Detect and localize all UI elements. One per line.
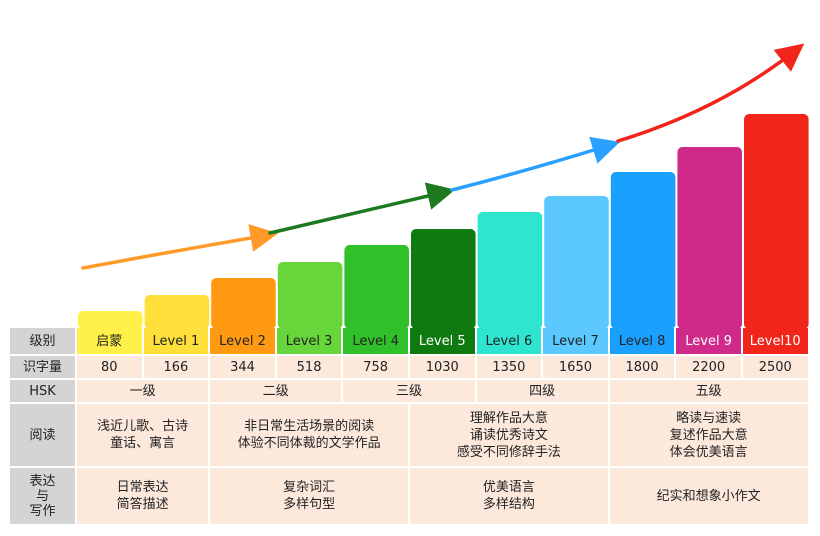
writing-row: 表达 与 写作 日常表达 简答描述 复杂词汇 多样句型 优美语言 多样结构 纪实和想象小作文: [10, 468, 810, 524]
hsk-cell: 四级: [476, 380, 610, 402]
bar-9: [677, 147, 742, 329]
row-label-level: 级别: [10, 328, 77, 354]
reading-cell-line: 体验不同体裁的文学作品: [237, 436, 381, 451]
bar-4: [344, 245, 409, 329]
value-label: 758: [343, 356, 410, 378]
hsk-cell-line: 一级: [129, 383, 156, 399]
category-label: Level 6: [476, 328, 544, 354]
growth-arrow-1: [268, 182, 456, 235]
value-label: 1030: [409, 356, 477, 378]
reading-cell: 浅近儿歌、古诗 童话、寓言: [77, 404, 211, 466]
row-label-chars: 识字量: [10, 356, 77, 378]
bar-7: [544, 196, 609, 329]
category-label: Level 5: [409, 328, 477, 354]
bar-6: [477, 212, 543, 329]
reading-row: 阅读 浅近儿歌、古诗 童话、寓言 非日常生活场景的阅读 体验不同体裁的文学作品 理解作品…: [10, 404, 810, 466]
writing-cell-line: 多样结构: [482, 497, 535, 512]
bar-5: [411, 229, 476, 329]
value-label: 80: [77, 356, 144, 378]
level-table: 级别 启蒙 Level 1 Level 2 Level 3 Level 4 Level 5…: [10, 328, 810, 524]
reading-cell: 略读与速读 复述作品大意 体会优美语言: [609, 404, 810, 466]
writing-cell: 日常表达 简答描述: [77, 468, 211, 524]
level-row: 级别 启蒙 Level 1 Level 2 Level 3 Level 4 Level 5…: [10, 328, 810, 354]
reading-cell: 非日常生活场景的阅读 体验不同体裁的文学作品: [210, 404, 410, 466]
writing-cell-line: 复杂词汇: [283, 480, 336, 495]
bar-8: [610, 172, 676, 329]
value-label: 2200: [676, 356, 743, 378]
value-label: 1650: [543, 356, 610, 378]
hsk-cell: 五级: [609, 380, 810, 402]
hsk-cell-line: 四级: [529, 383, 556, 399]
category-label: Level 7: [543, 328, 610, 354]
growth-arrow-3: [616, 43, 805, 143]
writing-cell-line: 日常表达: [116, 480, 169, 495]
hsk-cell-line: 五级: [695, 383, 722, 399]
bar-0: [78, 311, 143, 329]
reading-cell-line: 复述作品大意: [669, 427, 748, 443]
value-label: 344: [210, 356, 277, 378]
hsk-cell: 三级: [343, 380, 477, 402]
reading-cell-line: 体会优美语言: [669, 444, 748, 460]
reading-cell-line: 诵读优秀诗文: [469, 427, 548, 443]
category-label: Level 3: [276, 328, 344, 354]
chars-row: 识字量 80 166 344 518 758 1030 1350 1650 1800 2200 25…: [10, 356, 810, 378]
category-label: Level 1: [143, 328, 211, 354]
bar-1: [144, 295, 210, 329]
value-label: 1350: [476, 356, 544, 378]
category-label: Level 9: [676, 328, 743, 354]
writing-cell-line: 纪实和想象小作文: [656, 488, 761, 504]
writing-cell: 优美语言 多样结构: [409, 468, 610, 524]
category-label: Level 8: [609, 328, 677, 354]
row-label-writing-line: 与: [35, 488, 49, 504]
row-label-reading: 阅读: [10, 404, 77, 466]
row-label-writing-line: 表达: [29, 473, 56, 489]
value-label: 518: [276, 356, 344, 378]
reading-cell-line: 童话、寓言: [110, 436, 176, 451]
writing-cell-line: 简答描述: [116, 497, 169, 512]
bar-10: [744, 114, 809, 329]
growth-arrow-0: [81, 224, 279, 270]
bar-2: [211, 278, 276, 329]
row-label-writing: 表达 与 写作: [10, 468, 77, 524]
reading-cell-line: 理解作品大意: [469, 410, 548, 426]
vocabulary-bar-chart: [78, 43, 809, 329]
category-label: 启蒙: [77, 328, 144, 354]
hsk-cell-line: 二级: [262, 383, 289, 399]
writing-cell-line: 多样句型: [283, 497, 336, 512]
reading-cell-line: 略读与速读: [676, 410, 742, 426]
hsk-cell: 一级: [77, 380, 211, 402]
category-label: Level 2: [210, 328, 277, 354]
row-label-writing-line: 写作: [29, 503, 56, 519]
writing-cell: 纪实和想象小作文: [609, 468, 810, 524]
value-label: 1800: [609, 356, 677, 378]
reading-cell: 理解作品大意 诵读优秀诗文 感受不同修辞手法: [409, 404, 610, 466]
hsk-cell: 二级: [210, 380, 344, 402]
bar-3: [277, 262, 343, 329]
writing-cell-line: 优美语言: [482, 480, 535, 495]
category-label: Level10: [742, 328, 810, 354]
reading-cell-line: 非日常生活场景的阅读: [244, 419, 375, 434]
hsk-row: HSK 一级 二级 三级 四级 五级: [10, 380, 810, 402]
category-label: Level 4: [343, 328, 410, 354]
row-label-hsk: HSK: [10, 380, 77, 402]
hsk-cell-line: 三级: [395, 383, 422, 399]
writing-cell: 复杂词汇 多样句型: [210, 468, 410, 524]
value-label: 166: [143, 356, 211, 378]
reading-cell-line: 浅近儿歌、古诗: [97, 419, 189, 434]
value-label: 2500: [742, 356, 810, 378]
growth-arrow-2: [450, 136, 621, 192]
reading-cell-line: 感受不同修辞手法: [456, 444, 561, 460]
